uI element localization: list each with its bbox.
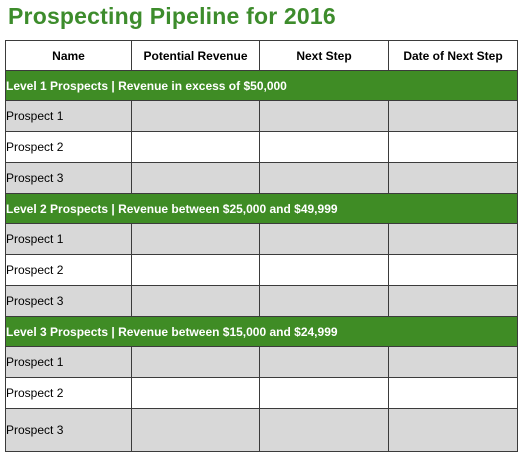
next-step-cell[interactable] (259, 162, 389, 194)
column-header-date-of-next-step: Date of Next Step (388, 40, 518, 71)
next-step-cell[interactable] (259, 285, 389, 317)
potential-revenue-cell[interactable] (131, 223, 260, 255)
next-step-cell[interactable] (259, 223, 389, 255)
prospect-name[interactable]: Prospect 1 (5, 223, 132, 255)
potential-revenue-cell[interactable] (131, 285, 260, 317)
potential-revenue-cell[interactable] (131, 131, 260, 163)
prospect-name[interactable]: Prospect 2 (5, 254, 132, 286)
prospect-name[interactable]: Prospect 3 (5, 285, 132, 317)
next-step-cell[interactable] (259, 254, 389, 286)
potential-revenue-cell[interactable] (131, 254, 260, 286)
prospect-name[interactable]: Prospect 2 (5, 377, 132, 409)
table-row: Prospect 2 (5, 254, 518, 286)
date-of-next-step-cell[interactable] (388, 162, 518, 194)
page-title: Prospecting Pipeline for 2016 (8, 3, 336, 29)
column-header-next-step: Next Step (259, 40, 389, 71)
date-of-next-step-cell[interactable] (388, 377, 518, 409)
date-of-next-step-cell[interactable] (388, 285, 518, 317)
prospect-name[interactable]: Prospect 3 (5, 408, 132, 452)
column-header-potential-revenue: Potential Revenue (131, 40, 260, 71)
pipeline-table: Name Potential Revenue Next Step Date of… (5, 40, 518, 452)
header-row: Name Potential Revenue Next Step Date of… (5, 40, 518, 71)
table-row: Prospect 3 (5, 162, 518, 194)
date-of-next-step-cell[interactable] (388, 408, 518, 452)
date-of-next-step-cell[interactable] (388, 131, 518, 163)
next-step-cell[interactable] (259, 100, 389, 132)
potential-revenue-cell[interactable] (131, 162, 260, 194)
section-row-level-1: Level 1 Prospects | Revenue in excess of… (5, 70, 518, 101)
potential-revenue-cell[interactable] (131, 408, 260, 452)
date-of-next-step-cell[interactable] (388, 346, 518, 378)
table-row: Prospect 1 (5, 100, 518, 132)
next-step-cell[interactable] (259, 377, 389, 409)
next-step-cell[interactable] (259, 346, 389, 378)
potential-revenue-cell[interactable] (131, 100, 260, 132)
prospect-name[interactable]: Prospect 3 (5, 162, 132, 194)
prospect-name[interactable]: Prospect 2 (5, 131, 132, 163)
section-label: Level 2 Prospects | Revenue between $25,… (5, 193, 518, 224)
prospect-name[interactable]: Prospect 1 (5, 346, 132, 378)
column-header-name: Name (5, 40, 132, 71)
date-of-next-step-cell[interactable] (388, 223, 518, 255)
section-label: Level 1 Prospects | Revenue in excess of… (5, 70, 518, 101)
section-row-level-2: Level 2 Prospects | Revenue between $25,… (5, 193, 518, 224)
table-row: Prospect 1 (5, 223, 518, 255)
table-row: Prospect 1 (5, 346, 518, 378)
table-row: Prospect 3 (5, 408, 518, 452)
prospect-name[interactable]: Prospect 1 (5, 100, 132, 132)
date-of-next-step-cell[interactable] (388, 254, 518, 286)
table-row: Prospect 2 (5, 377, 518, 409)
table-row: Prospect 3 (5, 285, 518, 317)
section-row-level-3: Level 3 Prospects | Revenue between $15,… (5, 316, 518, 347)
next-step-cell[interactable] (259, 131, 389, 163)
table-row: Prospect 2 (5, 131, 518, 163)
potential-revenue-cell[interactable] (131, 346, 260, 378)
next-step-cell[interactable] (259, 408, 389, 452)
date-of-next-step-cell[interactable] (388, 100, 518, 132)
section-label: Level 3 Prospects | Revenue between $15,… (5, 316, 518, 347)
potential-revenue-cell[interactable] (131, 377, 260, 409)
